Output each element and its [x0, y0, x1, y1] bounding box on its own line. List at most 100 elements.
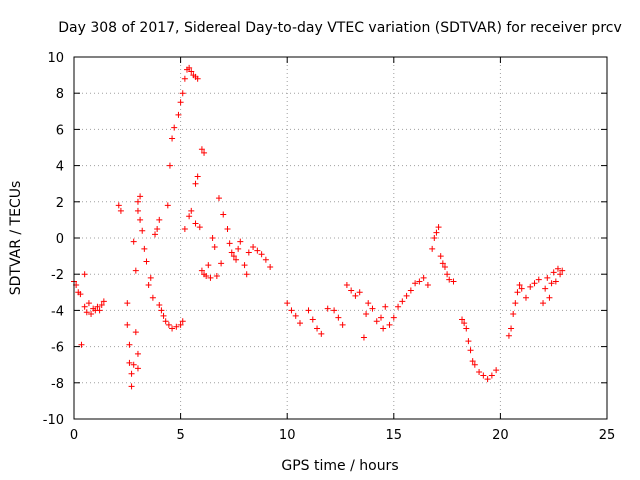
data-point	[378, 314, 385, 321]
data-point	[309, 316, 316, 323]
data-point	[160, 312, 167, 319]
data-point	[126, 341, 133, 348]
data-point	[179, 90, 186, 97]
data-point	[424, 282, 431, 289]
data-point	[228, 249, 235, 256]
data-point	[343, 282, 350, 289]
y-tick-label: 0	[56, 232, 64, 247]
data-point	[181, 75, 188, 82]
data-point	[437, 253, 444, 260]
data-point	[156, 301, 163, 308]
data-point	[152, 231, 159, 238]
x-tick-label: 20	[492, 428, 509, 443]
data-point	[363, 311, 370, 318]
y-tick-label: -2	[51, 268, 64, 283]
data-point	[154, 225, 161, 232]
data-point	[156, 216, 163, 223]
x-tick-label: 25	[599, 428, 616, 443]
data-point	[318, 330, 325, 337]
data-point	[192, 220, 199, 227]
data-point	[476, 368, 483, 375]
data-point	[540, 300, 547, 307]
data-point	[85, 300, 92, 307]
data-point	[166, 162, 173, 169]
data-point	[181, 225, 188, 232]
x-tick-label: 5	[176, 428, 184, 443]
data-point	[177, 321, 184, 328]
data-point	[395, 303, 402, 310]
data-point	[139, 227, 146, 234]
data-point	[527, 283, 534, 290]
grid	[74, 57, 607, 419]
plot-frame	[73, 56, 608, 420]
data-point	[233, 256, 240, 263]
data-point	[115, 202, 122, 209]
y-tick-label: 10	[47, 51, 64, 66]
y-tick-label: -4	[51, 304, 64, 319]
data-point	[380, 325, 387, 332]
data-point	[480, 372, 487, 379]
data-point	[132, 267, 139, 274]
data-point	[467, 347, 474, 354]
data-point	[416, 278, 423, 285]
data-point	[365, 300, 372, 307]
data-point	[188, 68, 195, 75]
data-point	[331, 307, 338, 314]
data-point	[126, 359, 133, 366]
data-point	[444, 271, 451, 278]
y-tick-label: 2	[56, 196, 64, 211]
data-point	[124, 321, 131, 328]
data-point	[254, 247, 261, 254]
data-point	[198, 267, 205, 274]
data-point	[171, 124, 178, 131]
data-point	[542, 285, 549, 292]
data-point	[169, 135, 176, 142]
data-point	[441, 263, 448, 270]
data-point	[162, 318, 169, 325]
y-tick-label: -10	[43, 413, 64, 428]
data-point	[352, 292, 359, 299]
data-point	[493, 367, 500, 374]
data-point	[128, 383, 135, 390]
data-point	[205, 262, 212, 269]
x-axis-label: GPS time / hours	[281, 458, 398, 474]
y-tick-label: -8	[51, 377, 64, 392]
data-point	[165, 321, 172, 328]
data-point	[546, 294, 553, 301]
data-point	[117, 207, 124, 214]
y-tick-label: 8	[56, 87, 64, 102]
data-point	[535, 276, 542, 283]
data-point	[382, 303, 389, 310]
data-point	[471, 361, 478, 368]
data-point	[213, 273, 220, 280]
data-point	[250, 244, 257, 251]
data-point	[508, 325, 515, 332]
data-point	[230, 253, 237, 260]
data-point	[78, 341, 85, 348]
data-point	[514, 289, 521, 296]
y-tick-label: 6	[56, 123, 64, 138]
data-point	[324, 305, 331, 312]
data-point	[305, 307, 312, 314]
data-point	[88, 311, 95, 318]
axis-ticks	[73, 56, 608, 420]
data-point	[296, 320, 303, 327]
data-point	[465, 338, 472, 345]
data-point	[98, 301, 105, 308]
data-point	[194, 75, 201, 82]
data-point	[429, 245, 436, 252]
data-point	[124, 300, 131, 307]
data-point	[94, 303, 101, 310]
data-point	[284, 300, 291, 307]
data-point	[369, 305, 376, 312]
data-point	[484, 376, 491, 383]
data-point	[548, 280, 555, 287]
data-point	[314, 325, 321, 332]
data-point	[262, 256, 269, 263]
data-point	[209, 235, 216, 241]
data-point	[544, 274, 551, 281]
data-point	[215, 195, 222, 202]
data-point	[412, 280, 419, 287]
data-point	[243, 271, 250, 278]
